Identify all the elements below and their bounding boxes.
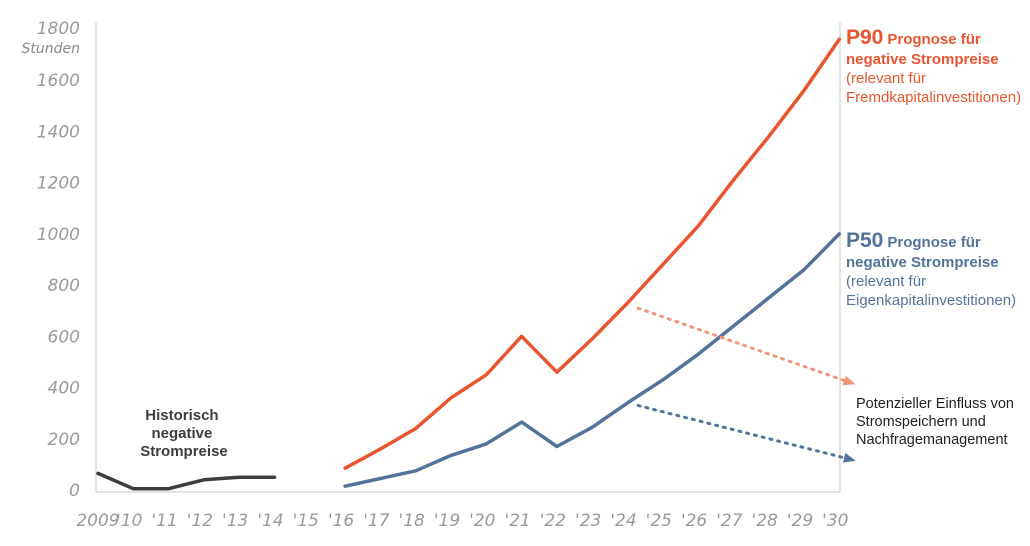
y-tick-label: 1400 <box>37 122 80 142</box>
p90-label-bold: Prognose für <box>887 31 981 48</box>
p50-arrow-dotted <box>636 403 856 463</box>
y-tick-label: 1000 <box>37 225 80 245</box>
x-tick-label: 2009 <box>76 511 119 531</box>
p90-label-plain-2: Fremdkapitalinvestitionen) <box>846 89 1021 106</box>
historical-label-line-2: negative <box>151 425 212 442</box>
x-tick-label: '29 <box>787 511 813 531</box>
storage-note: Potenzieller Einfluss von Stromspeichern… <box>856 396 1014 448</box>
historical-label: Historisch negative Strompreise <box>140 407 228 460</box>
p50-label-plain-2: Eigenkapitalinvestitionen) <box>846 292 1016 309</box>
x-tick-label: '14 <box>257 511 283 531</box>
p90-label-bold-2: negative Strompreise <box>846 51 999 68</box>
storage-note-line-2: Stromspeichern und <box>856 414 986 430</box>
series-line-historical <box>96 471 277 491</box>
p50-label-bold: Prognose für <box>887 234 981 251</box>
y-tick-label: 0 <box>69 481 80 501</box>
historical-label-line-1: Historisch <box>145 407 218 424</box>
x-tick-label: '16 <box>328 511 354 531</box>
storage-note-line-1: Potenzieller Einfluss von <box>856 396 1014 412</box>
y-tick-label: 1200 <box>37 174 80 194</box>
p50-label-plain-1: (relevant für <box>846 273 926 290</box>
y-tick-labels: 0 200 400 600 800 1000 1200 1400 1600 1800 <box>37 19 80 501</box>
y-tick-label: 400 <box>48 379 80 399</box>
x-tick-label: '18 <box>399 511 425 531</box>
x-tick-label: '24 <box>610 511 636 531</box>
storage-note-line-3: Nachfragemanagement <box>856 432 1008 448</box>
y-tick-label: 1600 <box>37 71 80 91</box>
p50-label: P50 Prognose für negative Strompreise (re… <box>846 229 1016 309</box>
p90-label: P90 Prognose für negative Strompreise (re… <box>846 26 1021 106</box>
p90-arrow-dotted <box>636 306 856 386</box>
x-tick-label: '25 <box>646 511 672 531</box>
y-tick-label: 800 <box>48 276 80 296</box>
x-tick-label: '11 <box>151 511 177 531</box>
p90-label-big: P90 <box>846 26 883 49</box>
x-tick-label: '30 <box>822 511 848 531</box>
x-tick-label: '23 <box>575 511 601 531</box>
y-axis-label: Stunden <box>22 41 81 57</box>
x-tick-label: '26 <box>681 511 707 531</box>
x-tick-label: '20 <box>469 511 495 531</box>
x-tick-label: '12 <box>187 511 213 531</box>
x-tick-label: '27 <box>716 511 742 531</box>
y-tick-label: 600 <box>48 327 80 347</box>
y-tick-label: 1800 <box>37 19 80 39</box>
series-lines <box>96 37 856 491</box>
series-line-p50 <box>343 232 842 488</box>
series-line-p90 <box>343 37 842 470</box>
y-tick-label: 200 <box>48 430 80 450</box>
x-tick-label: '28 <box>752 511 778 531</box>
x-tick-labels: 2009'10 '11 '12 '13 '14 '15 '16 '17 '18 '19 '20 '21… <box>76 511 848 531</box>
x-tick-label: '22 <box>540 511 566 531</box>
x-tick-label: '10 <box>116 511 142 531</box>
p50-label-big: P50 <box>846 229 883 252</box>
x-tick-label: '13 <box>222 511 248 531</box>
x-tick-label: '15 <box>293 511 319 531</box>
x-tick-label: '19 <box>434 511 460 531</box>
x-tick-label: '17 <box>363 511 389 531</box>
x-tick-label: '21 <box>504 511 530 531</box>
p50-label-bold-2: negative Strompreise <box>846 254 999 271</box>
p90-label-plain-1: (relevant für <box>846 70 926 87</box>
historical-label-line-3: Strompreise <box>140 443 228 460</box>
